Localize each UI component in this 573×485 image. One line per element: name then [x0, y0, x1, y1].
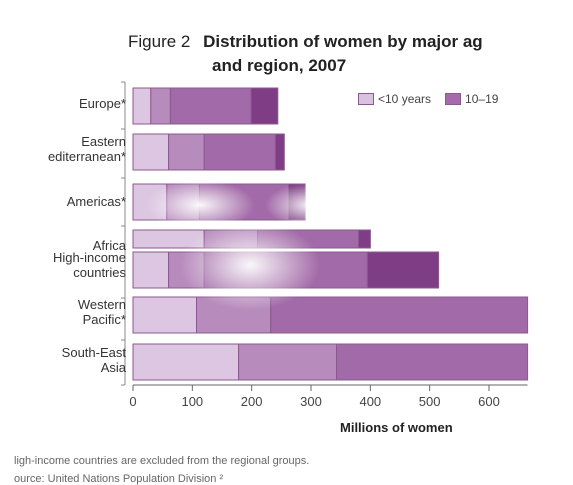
title-line-2: and region, 2007: [212, 56, 346, 76]
bar-segment: [358, 229, 371, 249]
bar-segment: [366, 251, 440, 289]
category-label-line: High-income: [53, 250, 126, 265]
category-label-line: Eastern: [81, 134, 126, 149]
title-text-1: Distribution of women by major ag: [203, 32, 483, 51]
x-tick-label: 600: [478, 394, 500, 409]
category-label: Europe*: [79, 96, 126, 111]
x-axis-label: Millions of women: [340, 420, 453, 435]
title-line-1: Figure 2 Distribution of women by major …: [128, 32, 483, 52]
glare-overlay: [180, 220, 320, 310]
legend-item-under10: <10 years: [358, 92, 431, 106]
category-label: Western Pacific*: [78, 297, 126, 327]
category-label-line: countries: [73, 265, 126, 280]
glare-overlay: [145, 180, 255, 230]
category-label-line: Western: [77, 297, 126, 312]
bar-segment: [150, 87, 171, 125]
category-label-line: South-East: [61, 345, 126, 360]
chart-legend: <10 years 10–19: [358, 92, 498, 106]
footnote-1: ligh-income countries are excluded from …: [14, 455, 310, 467]
category-label-line: Pacific*: [82, 312, 126, 327]
bar-segment: [132, 251, 170, 289]
category-label-line: Africa: [92, 238, 126, 253]
footnote-2: ource: United Nations Population Divisio…: [14, 473, 224, 485]
legend-item-10-19: 10–19: [445, 92, 498, 106]
category-label-line: Asia: [100, 360, 126, 375]
figure-number: Figure 2: [128, 32, 191, 51]
legend-swatch-10-19: [445, 93, 462, 105]
x-tick-label: 100: [181, 394, 204, 409]
category-label: High-income countries: [53, 250, 126, 280]
x-tick-label: 400: [359, 394, 382, 409]
title-text-2: and region, 2007: [212, 56, 347, 75]
x-tick-label: 500: [418, 394, 441, 409]
category-label-line: Americas*: [66, 194, 126, 209]
bar-segment: [270, 296, 529, 334]
legend-swatch-under10: [358, 93, 374, 105]
category-label: Americas*: [67, 194, 126, 209]
legend-label-10-19: 10–19: [465, 92, 499, 106]
bar-segment: [168, 133, 205, 171]
bar-segment: [336, 343, 529, 381]
bar-segment: [132, 87, 152, 125]
bar-segment: [274, 133, 285, 171]
bar-segment: [238, 343, 338, 381]
bar-segment: [250, 87, 279, 125]
bar-segment: [132, 296, 197, 334]
x-tick-label: 200: [240, 394, 263, 409]
category-label-line: editerranean*: [47, 149, 126, 164]
bar-segment: [203, 133, 276, 171]
x-tick-label: 0: [129, 394, 137, 409]
bar-segment: [132, 133, 170, 171]
category-label: South-East Asia: [62, 345, 126, 375]
glare-overlay: [265, 183, 355, 227]
bar-segment: [132, 343, 240, 381]
category-label-line: Europe*: [79, 96, 126, 111]
bar-segment: [169, 87, 252, 125]
legend-label-under10: <10 years: [378, 92, 432, 106]
category-label: Eastern editerranean*: [48, 134, 126, 164]
category-label: Africa: [93, 238, 126, 253]
x-tick-label: 300: [300, 394, 322, 409]
